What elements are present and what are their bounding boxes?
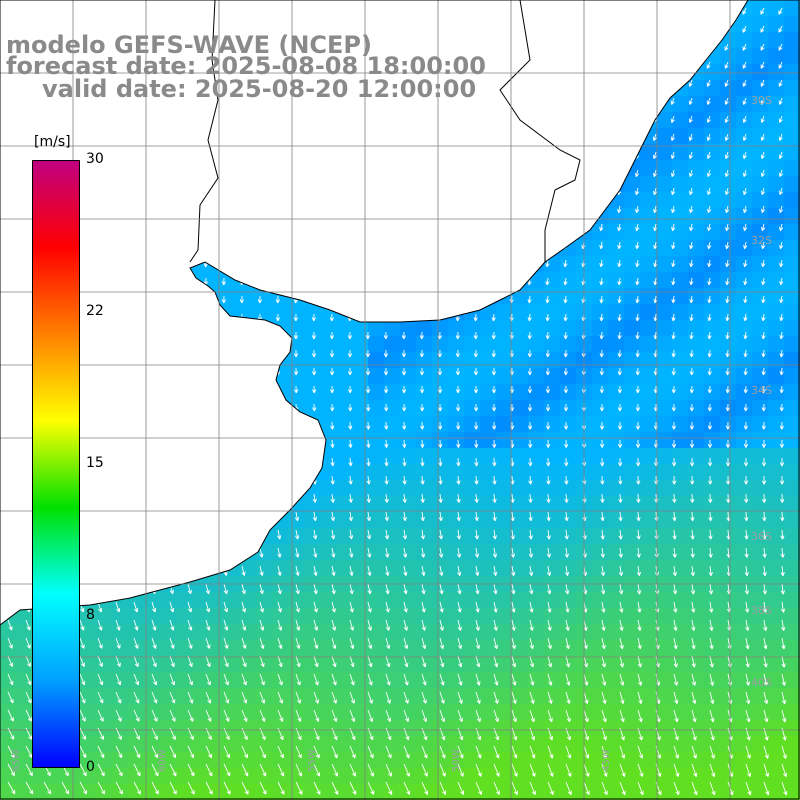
lon-label: 50W [451, 749, 462, 772]
colorbar [32, 160, 80, 768]
lat-label: 30S [751, 94, 772, 107]
colorbar-tick-15: 15 [86, 455, 104, 471]
forecast-date: forecast date: 2025-08-08 18:00:00 [6, 52, 486, 80]
lat-label: 34S [751, 384, 772, 397]
lon-label: 45W [601, 749, 612, 772]
lat-label: 36S [751, 530, 772, 543]
lon-label: 60W [157, 749, 168, 772]
colorbar-tick-8: 8 [86, 607, 95, 623]
lon-label: 65W [11, 749, 22, 772]
lat-label: 32S [751, 234, 772, 247]
colorbar-units: [m/s] [34, 134, 71, 150]
lat-label: 38S [751, 604, 772, 617]
colorbar-tick-22: 22 [86, 303, 104, 319]
border-line [499, 0, 581, 262]
colorbar-tick-0: 0 [86, 759, 95, 775]
valid-date: valid date: 2025-08-20 12:00:00 [42, 75, 477, 103]
lon-label: 55W [307, 749, 318, 772]
model-title: modelo GEFS-WAVE (NCEP) [6, 31, 372, 59]
lat-label: 40S [751, 676, 772, 689]
colorbar-tick-30: 30 [86, 151, 104, 167]
border-line [189, 0, 219, 263]
coastline [0, 0, 749, 626]
colorbar-gradient [33, 161, 79, 767]
land [0, 0, 748, 625]
